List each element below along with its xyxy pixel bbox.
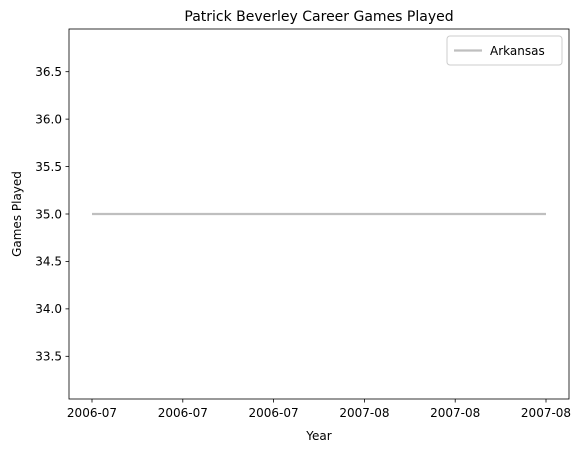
x-axis-ticks: 2006-07 2006-07 2006-07 2007-08 2007-08 2007-… — [67, 399, 571, 420]
y-tick-label: 33.5 — [35, 350, 62, 364]
y-tick-label: 34.0 — [35, 302, 62, 316]
y-tick-label: 35.0 — [35, 207, 62, 221]
x-tick-label: 2006-07 — [249, 406, 299, 420]
y-tick-label: 36.0 — [35, 112, 62, 126]
legend-box — [446, 35, 563, 66]
x-tick-label: 2006-07 — [67, 406, 117, 420]
x-tick-label: 2007-08 — [430, 406, 480, 420]
y-tick-label: 36.5 — [35, 65, 62, 79]
y-axis-label: Games Played — [10, 171, 24, 257]
x-tick-label: 2007-08 — [339, 406, 389, 420]
x-tick-label: 2007-08 — [521, 406, 571, 420]
x-axis-label: Year — [305, 429, 331, 443]
chart-title: Patrick Beverley Career Games Played — [184, 9, 453, 25]
y-tick-label: 35.5 — [35, 160, 62, 174]
legend: Arkansas — [446, 35, 563, 66]
x-tick-label: 2006-07 — [158, 406, 208, 420]
legend-label-arkansas: Arkansas — [490, 44, 545, 58]
y-axis-ticks: 33.5 34.0 34.5 35.0 35.5 36.0 36.5 — [35, 65, 69, 364]
y-tick-label: 34.5 — [35, 255, 62, 269]
